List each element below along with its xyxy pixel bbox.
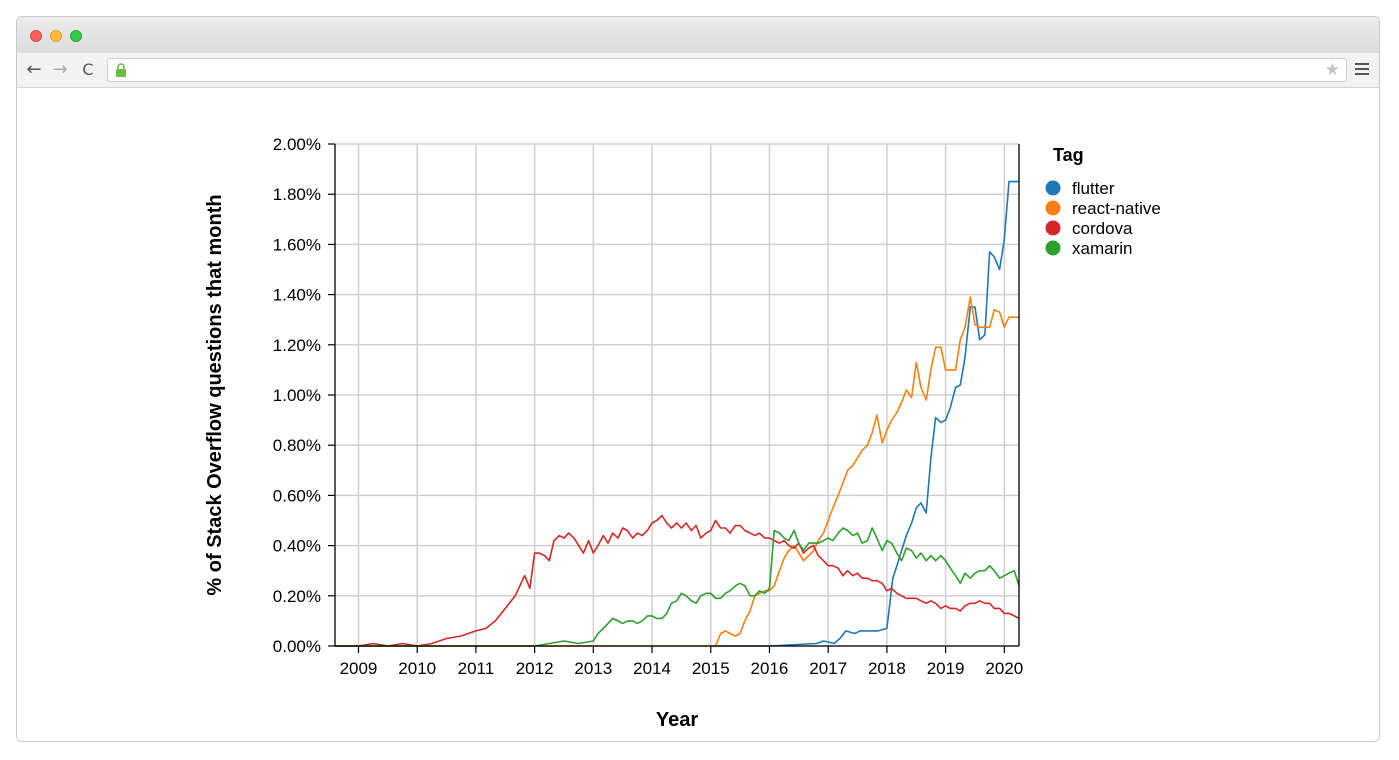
legend-swatch-cordova bbox=[1045, 220, 1061, 236]
minimize-window-button[interactable] bbox=[50, 30, 62, 42]
legend-label-xamarin: xamarin bbox=[1072, 239, 1132, 258]
legend-title: Tag bbox=[1053, 145, 1084, 165]
menu-icon[interactable] bbox=[1355, 60, 1369, 80]
legend-swatch-react-native bbox=[1045, 200, 1061, 216]
legend-swatch-xamarin bbox=[1045, 240, 1061, 256]
lock-icon bbox=[116, 63, 126, 77]
x-axis-title: Year bbox=[656, 709, 698, 731]
series-line-xamarin bbox=[335, 527, 1020, 647]
y-tick-label: 0.00% bbox=[273, 637, 321, 656]
tick-labels: 0.00% 0.20% 0.40% 0.60% 0.80% 1.00% 1.20% 1.40%… bbox=[273, 135, 1023, 678]
y-tick-label: 1.20% bbox=[273, 336, 321, 355]
series-line-flutter bbox=[710, 180, 1019, 647]
legend-label-react-native: react-native bbox=[1072, 199, 1161, 218]
y-tick-label: 0.60% bbox=[273, 486, 321, 505]
page-content: 0.00% 0.20% 0.40% 0.60% 0.80% 1.00% 1.20% 1.40%… bbox=[17, 88, 1379, 741]
browser-toolbar: ← → C ★ bbox=[17, 53, 1379, 88]
x-tick-label: 2012 bbox=[516, 659, 554, 678]
y-tick-label: 2.00% bbox=[273, 135, 321, 154]
x-tick-label: 2019 bbox=[927, 659, 965, 678]
x-tick-label: 2011 bbox=[458, 659, 495, 678]
address-bar[interactable]: ★ bbox=[107, 58, 1347, 82]
series-lines bbox=[335, 180, 1020, 647]
browser-window: ← → C ★ 0.00% 0.20% 0.40% 0.60% 0.80% 1.00% 1.… bbox=[16, 16, 1380, 742]
x-tick-label: 2015 bbox=[692, 659, 730, 678]
line-chart: 0.00% 0.20% 0.40% 0.60% 0.80% 1.00% 1.20% 1.40%… bbox=[204, 135, 1161, 731]
y-tick-label: 1.40% bbox=[273, 286, 321, 305]
title-bar bbox=[17, 17, 1379, 54]
y-tick-label: 0.20% bbox=[273, 587, 321, 606]
x-tick-label: 2009 bbox=[340, 659, 378, 678]
y-axis-title: % of Stack Overflow questions that month bbox=[204, 194, 226, 595]
y-tick-label: 1.00% bbox=[273, 386, 321, 405]
series-line-react-native bbox=[335, 296, 1019, 647]
x-tick-label: 2010 bbox=[398, 659, 436, 678]
reload-button[interactable]: C bbox=[82, 60, 94, 79]
y-tick-label: 0.80% bbox=[273, 436, 321, 455]
x-tick-label: 2017 bbox=[809, 659, 847, 678]
axes bbox=[328, 143, 1020, 653]
series-line-cordova bbox=[335, 514, 1020, 647]
x-tick-label: 2014 bbox=[633, 659, 671, 678]
y-tick-label: 0.40% bbox=[273, 537, 321, 556]
bookmark-star-icon[interactable]: ★ bbox=[1324, 60, 1340, 80]
back-button[interactable]: ← bbox=[26, 59, 42, 80]
x-tick-label: 2018 bbox=[868, 659, 906, 678]
legend-label-cordova: cordova bbox=[1072, 219, 1133, 238]
y-tick-label: 1.80% bbox=[273, 185, 321, 204]
legend-swatch-flutter bbox=[1045, 180, 1061, 196]
y-tick-label: 1.60% bbox=[273, 235, 321, 254]
maximize-window-button[interactable] bbox=[70, 30, 82, 42]
legend-label-flutter: flutter bbox=[1072, 179, 1115, 198]
x-tick-label: 2020 bbox=[985, 659, 1023, 678]
grid bbox=[335, 143, 1019, 647]
x-tick-label: 2016 bbox=[751, 659, 789, 678]
close-window-button[interactable] bbox=[30, 30, 42, 42]
forward-button[interactable]: → bbox=[52, 59, 68, 80]
x-tick-label: 2013 bbox=[574, 659, 612, 678]
